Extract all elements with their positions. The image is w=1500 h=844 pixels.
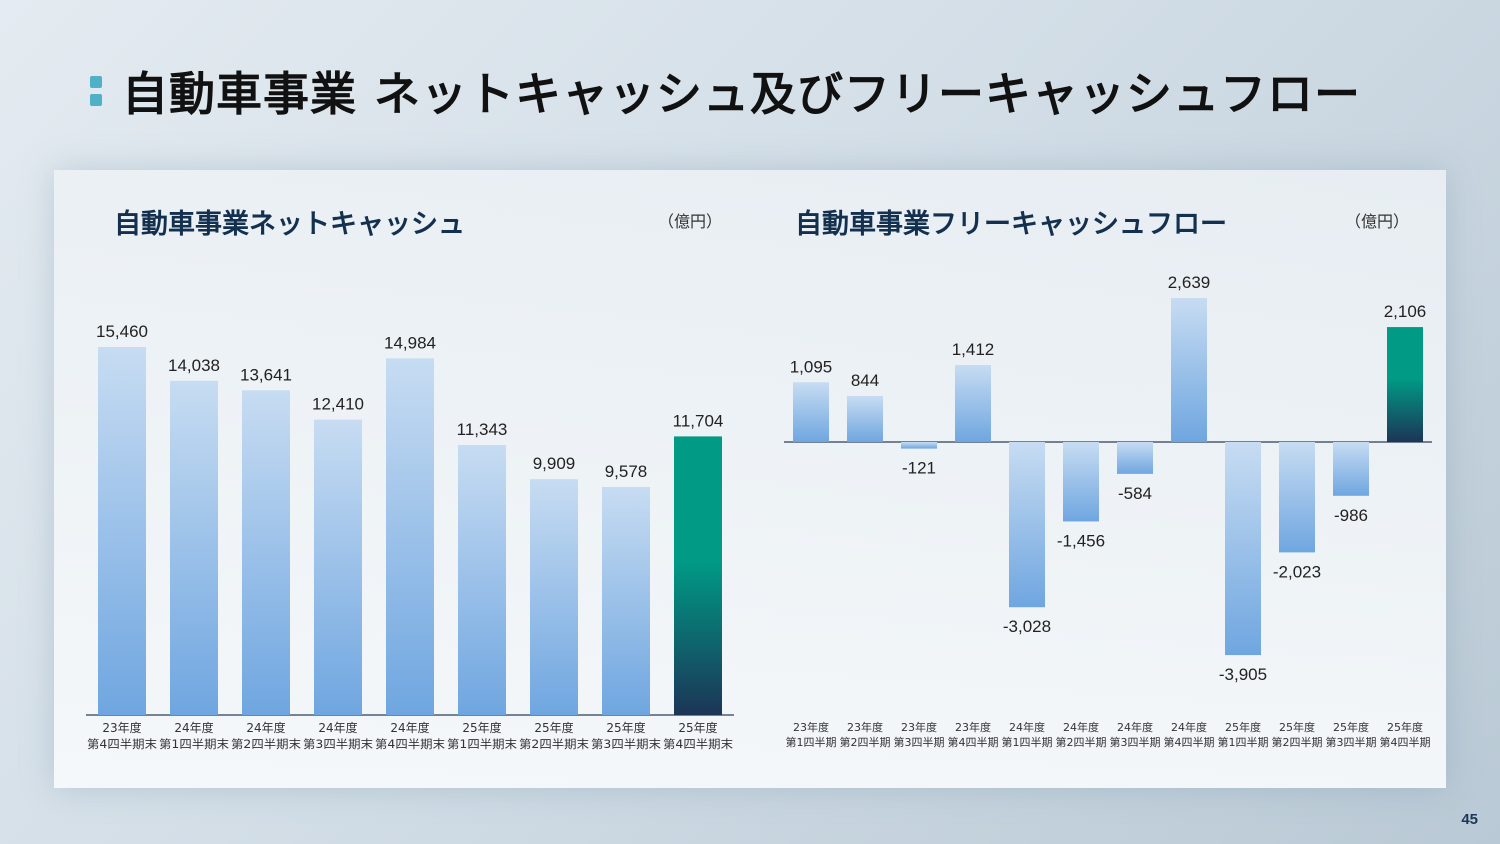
- fcf-value-label: -3,028: [1003, 617, 1051, 636]
- title-marker-icon: [90, 74, 104, 108]
- fcf-category-year: 25年度: [1225, 720, 1261, 734]
- fcf-value-label: -1,456: [1057, 531, 1105, 550]
- fcf-category-year: 24年度: [1063, 720, 1099, 734]
- fcf-value-label: -121: [902, 459, 936, 478]
- fcf-value-label: 1,095: [790, 357, 833, 376]
- fcf-bar: [847, 395, 883, 442]
- net-cash-bar: [458, 444, 506, 715]
- net-cash-bar: [98, 347, 146, 715]
- net-cash-category-year: 23年度: [102, 720, 141, 735]
- page-title: 自動車事業 ネットキャッシュ及びフリーキャッシュフロー: [90, 56, 1361, 126]
- fcf-bar: [1171, 298, 1207, 442]
- fcf-value-label: 2,106: [1384, 302, 1427, 321]
- free-cash-flow-chart: 1,09523年度第1四半期84423年度第2四半期-12123年度第3四半期1…: [784, 273, 1432, 749]
- fcf-bar: [1117, 442, 1153, 474]
- net-cash-value-label: 11,704: [673, 411, 724, 430]
- fcf-category-quarter: 第3四半期: [1326, 735, 1377, 749]
- net-cash-value-label: 13,641: [240, 365, 292, 384]
- net-cash-category-quarter: 第3四半期末: [591, 737, 662, 751]
- net-cash-category-year: 24年度: [246, 720, 285, 735]
- net-cash-category-year: 25年度: [534, 720, 573, 735]
- fcf-bar: [1009, 442, 1045, 608]
- net-cash-value-label: 9,578: [605, 462, 648, 481]
- net-cash-value-label: 11,343: [457, 420, 508, 439]
- fcf-category-quarter: 第4四半期: [1164, 735, 1215, 749]
- fcf-bar: [955, 364, 991, 442]
- net-cash-category-quarter: 第4四半期末: [375, 737, 446, 751]
- page-number: 45: [1461, 811, 1478, 828]
- net-cash-bar: [530, 479, 578, 715]
- net-cash-category-year: 25年度: [462, 720, 501, 735]
- fcf-bar: [1279, 442, 1315, 553]
- fcf-category-quarter: 第1四半期: [1218, 735, 1269, 749]
- fcf-category-quarter: 第3四半期: [894, 735, 945, 749]
- left-chart-unit: （億円）: [658, 212, 723, 231]
- net-cash-value-label: 15,460: [96, 322, 148, 341]
- net-cash-value-label: 14,038: [168, 356, 220, 375]
- fcf-category-year: 24年度: [1117, 720, 1153, 734]
- fcf-value-label: 2,639: [1168, 273, 1211, 292]
- fcf-value-label: 1,412: [952, 340, 995, 359]
- fcf-bar: [1333, 442, 1369, 496]
- net-cash-category-quarter: 第2四半期末: [519, 737, 590, 751]
- fcf-value-label: -3,905: [1219, 665, 1267, 684]
- fcf-bar: [1387, 327, 1423, 442]
- net-cash-bar: [314, 419, 362, 715]
- left-chart-title: 自動車事業ネットキャッシュ: [114, 209, 465, 240]
- net-cash-category-year: 24年度: [390, 720, 429, 735]
- fcf-bar: [901, 442, 937, 449]
- net-cash-value-label: 9,909: [533, 454, 576, 473]
- net-cash-category-year: 24年度: [318, 720, 357, 735]
- fcf-category-year: 23年度: [901, 720, 937, 734]
- fcf-category-year: 23年度: [793, 720, 829, 734]
- fcf-category-quarter: 第2四半期: [1056, 735, 1107, 749]
- fcf-bar: [1063, 442, 1099, 522]
- net-cash-category-quarter: 第3四半期末: [303, 737, 374, 751]
- fcf-category-year: 23年度: [955, 720, 991, 734]
- right-chart-title: 自動車事業フリーキャッシュフロー: [795, 209, 1227, 240]
- page-title-text: 自動車事業 ネットキャッシュ及びフリーキャッシュフロー: [122, 67, 1362, 121]
- fcf-category-quarter: 第4四半期: [948, 735, 999, 749]
- net-cash-bar: [602, 487, 650, 715]
- net-cash-category-year: 25年度: [606, 720, 645, 735]
- fcf-category-year: 24年度: [1009, 720, 1045, 734]
- fcf-category-quarter: 第1四半期: [786, 735, 837, 749]
- net-cash-category-quarter: 第4四半期末: [87, 737, 158, 751]
- net-cash-category-year: 25年度: [678, 720, 717, 735]
- fcf-category-quarter: 第1四半期: [1002, 735, 1053, 749]
- net-cash-value-label: 12,410: [312, 395, 364, 414]
- net-cash-value-label: 14,984: [384, 333, 436, 352]
- fcf-value-label: -584: [1118, 484, 1152, 503]
- fcf-value-label: -2,023: [1273, 562, 1321, 581]
- fcf-bar: [793, 382, 829, 442]
- fcf-category-quarter: 第4四半期: [1380, 735, 1431, 749]
- fcf-category-year: 25年度: [1387, 720, 1423, 734]
- fcf-category-quarter: 第2四半期: [840, 735, 891, 749]
- fcf-category-year: 24年度: [1171, 720, 1207, 734]
- net-cash-category-quarter: 第2四半期末: [231, 737, 302, 751]
- net-cash-category-quarter: 第1四半期末: [159, 737, 230, 751]
- net-cash-category-quarter: 第1四半期末: [447, 737, 518, 751]
- fcf-category-quarter: 第2四半期: [1272, 735, 1323, 749]
- fcf-category-quarter: 第3四半期: [1110, 735, 1161, 749]
- fcf-category-year: 25年度: [1333, 720, 1369, 734]
- net-cash-bar: [242, 390, 290, 715]
- net-cash-category-quarter: 第4四半期末: [663, 737, 734, 751]
- fcf-value-label: 844: [851, 371, 879, 390]
- fcf-value-label: -986: [1334, 506, 1368, 525]
- fcf-category-year: 25年度: [1279, 720, 1315, 734]
- net-cash-bar: [674, 436, 722, 715]
- net-cash-category-year: 24年度: [174, 720, 213, 735]
- right-chart-unit: （億円）: [1345, 212, 1410, 231]
- net-cash-bar: [170, 380, 218, 715]
- net-cash-bar: [386, 358, 434, 715]
- fcf-category-year: 23年度: [847, 720, 883, 734]
- fcf-bar: [1225, 442, 1261, 656]
